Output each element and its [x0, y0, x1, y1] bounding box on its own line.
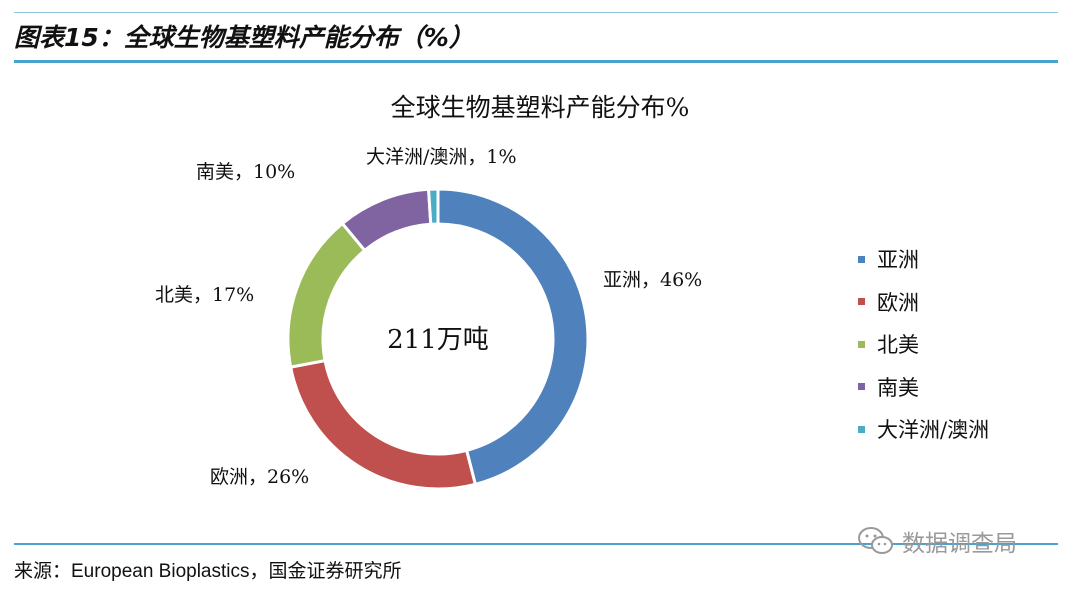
donut-slice-south-america	[340, 187, 433, 253]
legend-item-north-america: 北美	[858, 323, 989, 366]
figure-caption: 图表15：全球生物基塑料产能分布（%）	[14, 23, 474, 52]
watermark: 数据调查局	[856, 524, 1017, 558]
legend-label: 北美	[877, 333, 919, 358]
legend-swatch-icon	[858, 255, 865, 263]
center-total-label: 211万吨	[387, 325, 489, 355]
legend-swatch-icon	[858, 340, 865, 348]
legend-label: 欧洲	[877, 290, 919, 315]
data-label-europe: 欧洲，26%	[210, 466, 309, 488]
legend-item-south-america: 南美	[858, 366, 989, 409]
legend-item-europe: 欧洲	[858, 281, 989, 324]
chart-legend: 亚洲 欧洲 北美 南美 大洋洲/澳洲	[858, 238, 989, 451]
legend-label: 南美	[877, 375, 919, 400]
figure-header: 图表15：全球生物基塑料产能分布（%）	[0, 0, 1060, 63]
donut-slice-europe	[288, 358, 478, 491]
legend-label: 亚洲	[877, 248, 919, 273]
header-bottom-rule	[14, 60, 1058, 63]
legend-swatch-icon	[858, 425, 865, 433]
source-note: 来源：European Bioplastics，国金证券研究所	[14, 561, 402, 582]
watermark-text: 数据调查局	[902, 531, 1017, 557]
footer-rule	[14, 543, 1058, 545]
data-label-north-america: 北美，17%	[155, 284, 254, 306]
header-top-rule	[14, 12, 1058, 13]
legend-item-asia: 亚洲	[858, 238, 989, 281]
data-label-south-america: 南美，10%	[196, 161, 295, 183]
chart-title: 全球生物基塑料产能分布%	[390, 93, 690, 122]
legend-label: 大洋洲/澳洲	[877, 418, 990, 443]
donut-slice-north-america	[286, 221, 367, 369]
legend-swatch-icon	[858, 383, 865, 391]
donut-slice-oceania	[426, 187, 440, 226]
legend-swatch-icon	[858, 298, 865, 306]
wechat-icon	[858, 527, 893, 554]
legend-item-oceania: 大洋洲/澳洲	[858, 408, 989, 451]
donut-slice-asia	[436, 187, 590, 487]
data-label-oceania: 大洋洲/澳洲，1%	[366, 146, 517, 168]
data-label-asia: 亚洲，46%	[603, 269, 702, 291]
